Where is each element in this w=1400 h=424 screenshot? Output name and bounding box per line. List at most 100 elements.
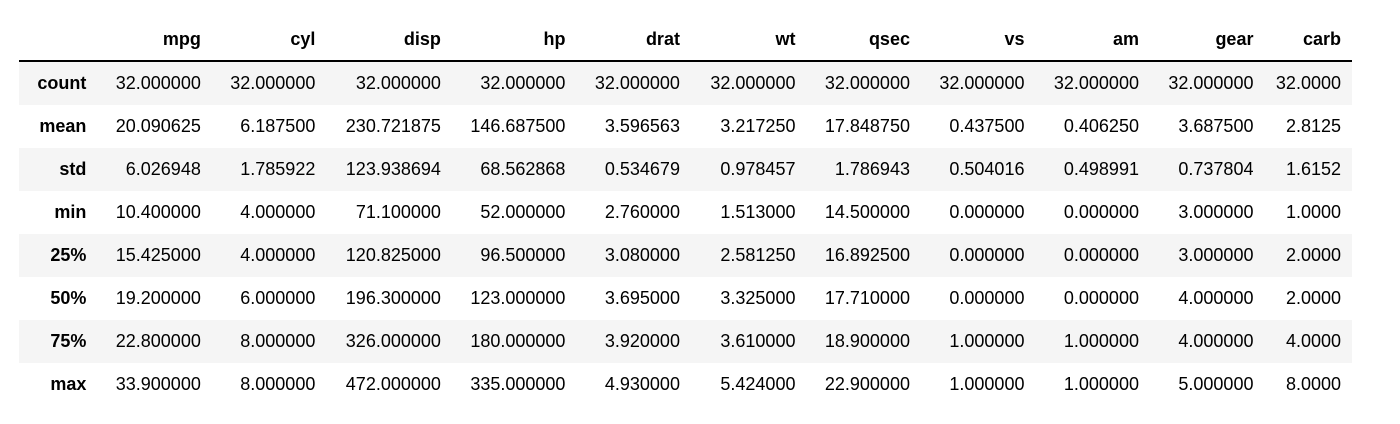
column-header-carb: carb (1264, 18, 1352, 62)
table-cell: 2.0000 (1285, 245, 1341, 265)
table-cell: 1.513000 (720, 202, 796, 222)
table-cell: 22.800000 (115, 331, 201, 351)
table-cell: 32.000000 (230, 73, 316, 93)
column-header-mpg: mpg (97, 18, 212, 62)
table-cell: 96.500000 (480, 245, 566, 265)
row-label: std (59, 159, 87, 179)
table-cell: 123.938694 (345, 159, 441, 179)
table-cell: 0.498991 (1063, 159, 1139, 179)
table-cell: 3.920000 (604, 331, 680, 351)
table-cell: 335.000000 (470, 374, 566, 394)
table-cell: 3.217250 (720, 116, 796, 136)
table-cell: 4.000000 (240, 202, 316, 222)
table-row: 25% 15.425000 4.000000 120.825000 96.500000 3… (19, 234, 1352, 277)
table-cell: 0.978457 (720, 159, 796, 179)
table-cell: 4.000000 (1178, 331, 1254, 351)
table-cell: 3.000000 (1178, 245, 1254, 265)
table-cell: 32.000000 (824, 73, 910, 93)
table-cell: 3.080000 (604, 245, 680, 265)
table-cell: 123.000000 (470, 288, 566, 308)
row-label: max (50, 374, 87, 394)
table-cell: 32.000000 (1053, 73, 1139, 93)
describe-table: mpg cyl disp hp drat wt qsec vs am gear carb count… (19, 18, 1352, 406)
table-cell: 32.000000 (710, 73, 796, 93)
table-cell: 4.000000 (240, 245, 316, 265)
table-cell: 4.0000 (1285, 331, 1341, 351)
table-cell: 196.300000 (345, 288, 441, 308)
table-cell: 32.000000 (939, 73, 1025, 93)
table-cell: 0.534679 (604, 159, 680, 179)
table-cell: 180.000000 (470, 331, 566, 351)
column-header-cyl: cyl (211, 18, 327, 62)
table-cell: 2.760000 (604, 202, 680, 222)
table-row: std 6.026948 1.785922 123.938694 68.562868 0.… (19, 148, 1352, 191)
table-cell: 6.026948 (125, 159, 201, 179)
table-cell: 14.500000 (824, 202, 910, 222)
table-cell: 18.900000 (824, 331, 910, 351)
table-row: count 32.000000 32.000000 32.000000 32.00000… (19, 61, 1352, 105)
table-row: mean 20.090625 6.187500 230.721875 146.68750… (19, 105, 1352, 148)
index-header (19, 18, 98, 62)
table-cell: 52.000000 (480, 202, 566, 222)
table-cell: 71.100000 (355, 202, 441, 222)
table-cell: 17.848750 (824, 116, 910, 136)
table-cell: 1.6152 (1285, 159, 1341, 179)
table-cell: 3.325000 (720, 288, 796, 308)
table-row: 50% 19.200000 6.000000 196.300000 123.000000… (19, 277, 1352, 320)
table-cell: 4.930000 (604, 374, 680, 394)
table-cell: 22.900000 (824, 374, 910, 394)
table-cell: 0.000000 (1063, 245, 1139, 265)
table-cell: 32.000000 (1168, 73, 1254, 93)
table-cell: 146.687500 (470, 116, 566, 136)
table-cell: 2.0000 (1285, 288, 1341, 308)
table-cell: 15.425000 (115, 245, 201, 265)
table-cell: 1.786943 (834, 159, 910, 179)
table-cell: 3.687500 (1178, 116, 1254, 136)
table-body: count 32.000000 32.000000 32.000000 32.00000… (19, 61, 1352, 406)
table-cell: 6.187500 (240, 116, 316, 136)
table-cell: 0.000000 (949, 245, 1025, 265)
table-cell: 1.000000 (1063, 374, 1139, 394)
table-row: 75% 22.800000 8.000000 326.000000 180.000000… (19, 320, 1352, 363)
table-cell: 32.000000 (115, 73, 201, 93)
row-label: mean (39, 116, 87, 136)
column-header-hp: hp (451, 18, 577, 62)
table-cell: 1.000000 (949, 374, 1025, 394)
row-label: 50% (50, 288, 87, 308)
table-cell: 2.8125 (1285, 116, 1341, 136)
row-label: 25% (50, 245, 87, 265)
table-cell: 0.737804 (1178, 159, 1254, 179)
table-cell: 19.200000 (115, 288, 201, 308)
table-row: min 10.400000 4.000000 71.100000 52.000000 2.… (19, 191, 1352, 234)
column-header-am: am (1035, 18, 1150, 62)
table-cell: 0.000000 (949, 288, 1025, 308)
table-cell: 1.785922 (240, 159, 316, 179)
table-cell: 20.090625 (115, 116, 201, 136)
header-row: mpg cyl disp hp drat wt qsec vs am gear carb (19, 18, 1352, 62)
table-cell: 120.825000 (345, 245, 441, 265)
table-cell: 1.0000 (1285, 202, 1341, 222)
table-cell: 32.0000 (1275, 73, 1341, 93)
table-cell: 5.424000 (720, 374, 796, 394)
table-cell: 32.000000 (480, 73, 566, 93)
table-cell: 0.437500 (949, 116, 1025, 136)
table-row: max 33.900000 8.000000 472.000000 335.000000… (19, 363, 1352, 406)
table-cell: 16.892500 (824, 245, 910, 265)
table-cell: 1.000000 (1063, 331, 1139, 351)
table-cell: 0.504016 (949, 159, 1025, 179)
table-cell: 8.0000 (1285, 374, 1341, 394)
table-cell: 326.000000 (345, 331, 441, 351)
column-header-qsec: qsec (806, 18, 921, 62)
table-cell: 17.710000 (824, 288, 910, 308)
table-cell: 472.000000 (345, 374, 441, 394)
table-cell: 230.721875 (345, 116, 441, 136)
table-cell: 10.400000 (115, 202, 201, 222)
table-cell: 0.000000 (949, 202, 1025, 222)
table-cell: 0.000000 (1063, 202, 1139, 222)
column-header-vs: vs (920, 18, 1036, 62)
table-cell: 4.000000 (1178, 288, 1254, 308)
row-label: count (37, 73, 87, 93)
table-cell: 3.610000 (720, 331, 796, 351)
column-header-drat: drat (576, 18, 691, 62)
table-cell: 5.000000 (1178, 374, 1254, 394)
